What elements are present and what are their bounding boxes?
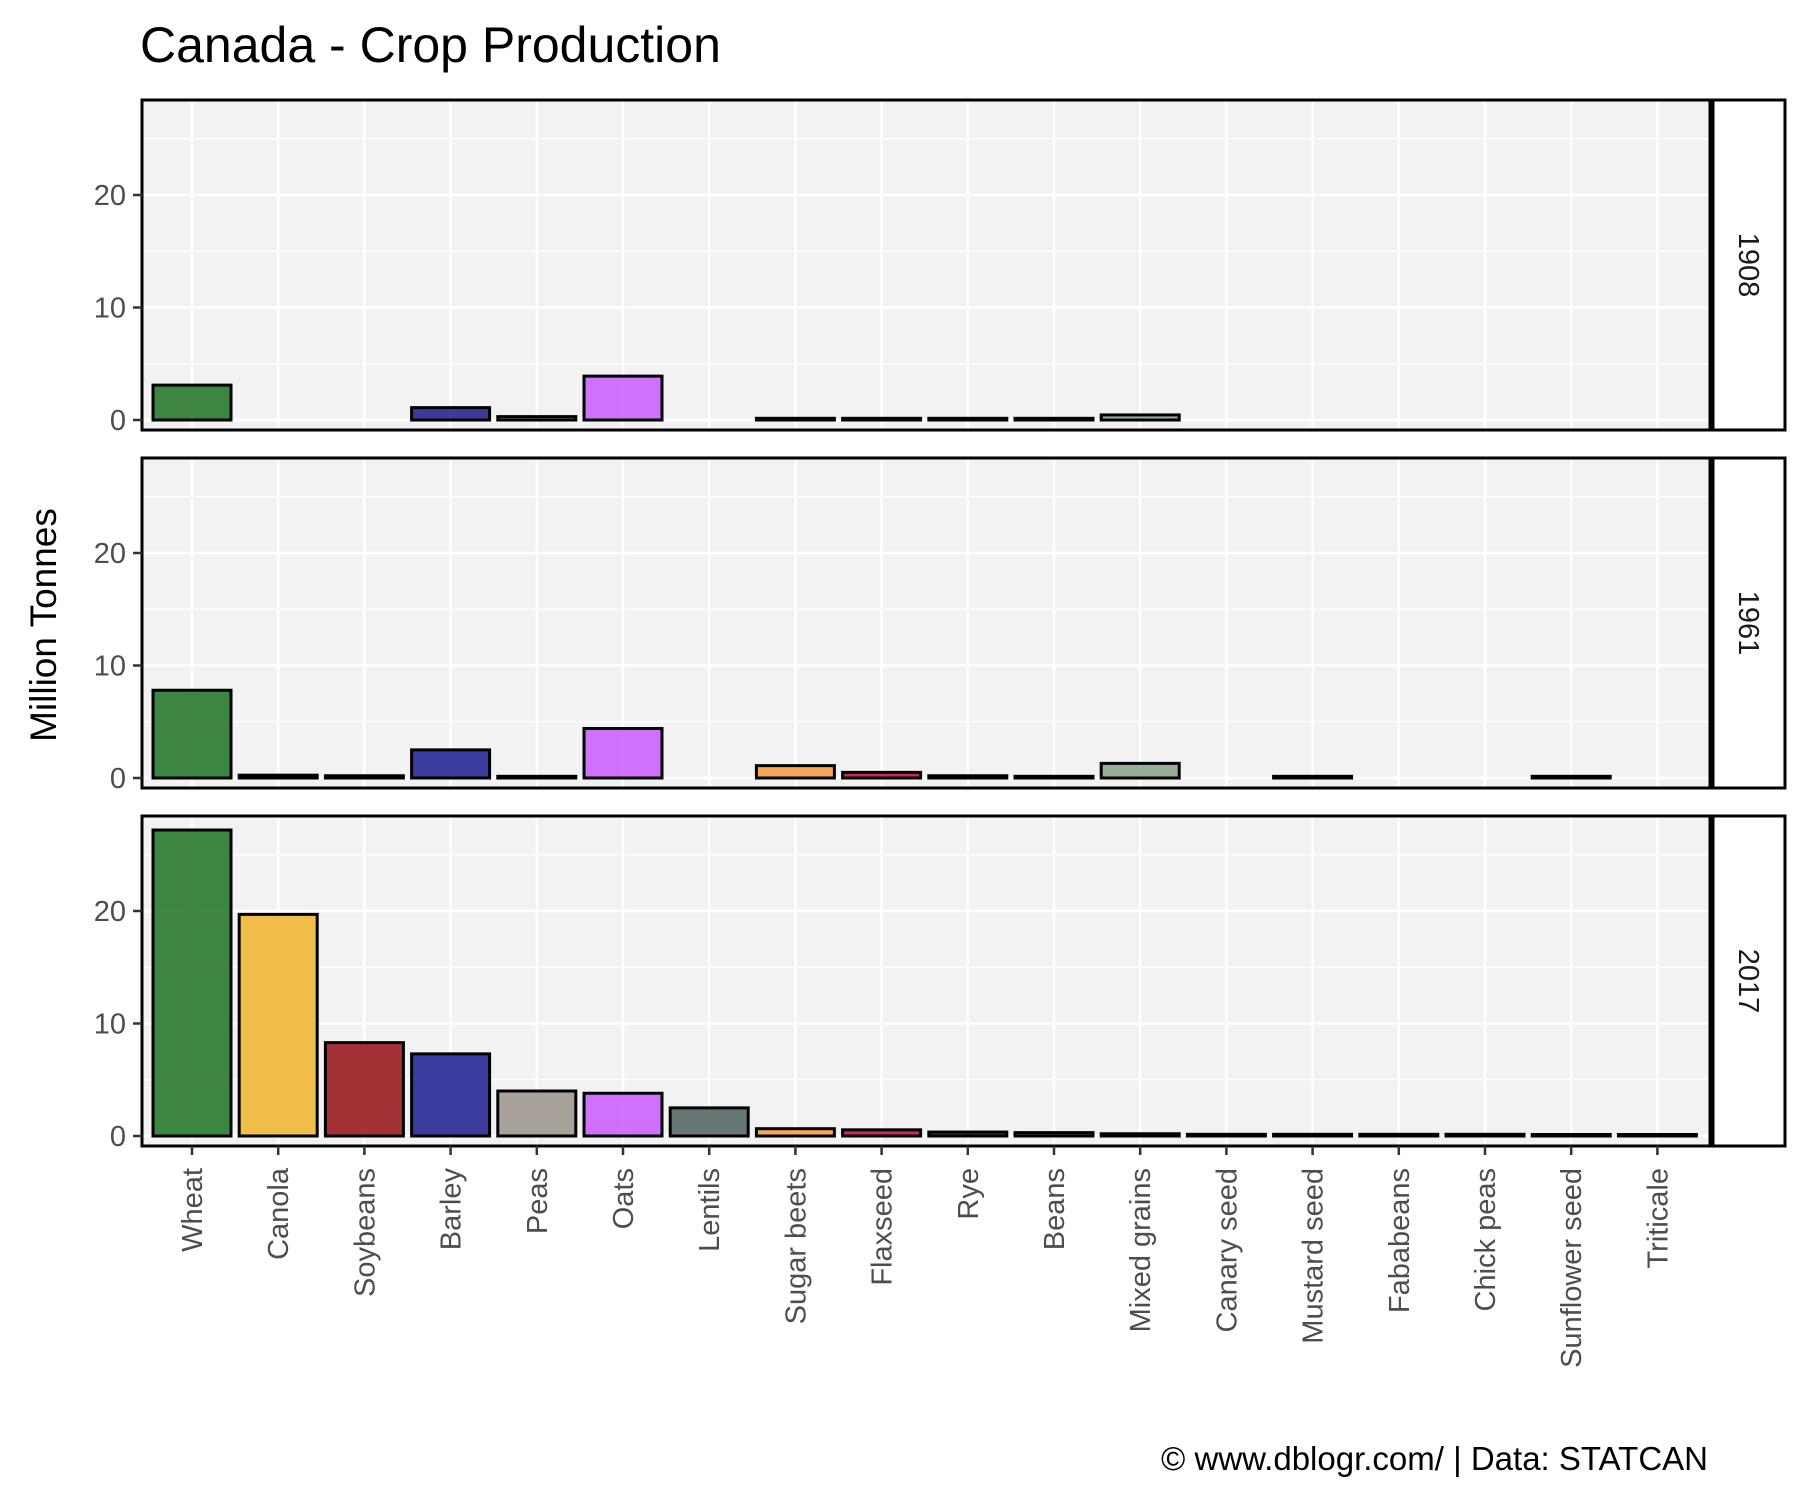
bar-rye-2017 <box>927 1130 1009 1138</box>
bar-mustard-seed-2017 <box>1272 1132 1354 1138</box>
bar-flaxseed-1908 <box>841 416 923 422</box>
bar-sugar-beets-1908 <box>754 416 836 422</box>
x-tick-label: Sugar beets <box>780 1168 812 1324</box>
bar-beans-2017 <box>1013 1131 1095 1138</box>
bar-wheat-1908 <box>151 383 233 422</box>
bar-sugar-beets-2017 <box>754 1127 836 1138</box>
panel-border <box>140 456 1712 790</box>
x-tick-label: Chick peas <box>1470 1168 1502 1311</box>
bar-wheat-1961 <box>151 688 233 780</box>
chart-caption: © www.dblogr.com/ | Data: STATCAN <box>1161 1440 1708 1477</box>
facet-strip <box>1711 98 1787 432</box>
panel-2017: 0 10 20 2017 <box>94 814 1787 1153</box>
bar-peas-1908 <box>496 415 578 422</box>
bar-beans-1908 <box>1013 416 1095 422</box>
bar-wheat-2017 <box>151 828 233 1138</box>
panel-1908: 0 10 20 1908 <box>94 98 1787 437</box>
facet-strip-label: 1908 <box>1732 233 1764 298</box>
x-tick-label: Fababeans <box>1384 1168 1416 1313</box>
panel-background <box>142 100 1710 430</box>
facet-panels: 0 10 20 1908 0 10 20 1961 0 10 20 2017 <box>94 98 1787 1153</box>
bar-flaxseed-1961 <box>841 770 923 780</box>
facet-strip <box>1711 814 1787 1148</box>
bar-chick-peas-2017 <box>1444 1132 1526 1138</box>
chart-title: Canada - Crop Production <box>140 17 721 73</box>
y-tick-label: 20 <box>94 180 126 212</box>
y-tick-label: 0 <box>110 405 126 437</box>
bar-rye-1908 <box>927 416 1009 422</box>
panel-background <box>142 458 1710 788</box>
x-tick-label: Canary seed <box>1211 1168 1243 1332</box>
facet-strip-label: 2017 <box>1732 949 1764 1014</box>
bar-barley-1908 <box>410 406 492 422</box>
bar-sunflower-seed-1961 <box>1530 774 1612 780</box>
bar-soybeans-1961 <box>323 774 405 780</box>
bar-peas-2017 <box>496 1089 578 1138</box>
y-axis-label: Million Tonnes <box>23 508 64 742</box>
bar-mustard-seed-1961 <box>1272 774 1354 780</box>
y-tick-label: 20 <box>94 538 126 570</box>
x-tick-label: Flaxseed <box>867 1168 899 1286</box>
y-tick-label: 10 <box>94 293 126 325</box>
x-tick-label: Wheat <box>177 1168 209 1252</box>
x-tick-label: Mustard seed <box>1298 1168 1330 1344</box>
bar-lentils-2017 <box>668 1106 750 1138</box>
y-tick-label: 0 <box>110 1121 126 1153</box>
bar-oats-2017 <box>582 1091 664 1138</box>
y-tick-label: 10 <box>94 1009 126 1041</box>
x-axis-ticks: Wheat Canola Soybeans Barley Peas Oats Lentils… <box>177 1146 1674 1368</box>
panel-1961: 0 10 20 1961 <box>94 456 1787 795</box>
x-tick-label: Soybeans <box>349 1168 381 1297</box>
x-tick-label: Peas <box>522 1168 554 1234</box>
bar-canola-2017 <box>237 912 319 1138</box>
x-tick-label: Canola <box>263 1167 295 1260</box>
bar-triticale-2017 <box>1616 1133 1698 1138</box>
bar-canola-1961 <box>237 773 319 780</box>
x-tick-label: Oats <box>608 1168 640 1229</box>
bar-mixed-grains-2017 <box>1099 1132 1181 1138</box>
bar-beans-1961 <box>1013 774 1095 780</box>
x-tick-label: Triticale <box>1642 1168 1674 1268</box>
bar-canary-seed-2017 <box>1185 1132 1267 1138</box>
bar-barley-1961 <box>410 748 492 780</box>
y-tick-label: 0 <box>110 763 126 795</box>
y-tick-label: 10 <box>94 651 126 683</box>
facet-strip-label: 1961 <box>1732 591 1764 656</box>
x-tick-label: Beans <box>1039 1168 1071 1250</box>
facet-strip <box>1711 456 1787 790</box>
x-tick-label: Rye <box>953 1168 985 1220</box>
panel-border <box>140 98 1712 432</box>
bar-sunflower-seed-2017 <box>1530 1133 1612 1138</box>
x-tick-label: Sunflower seed <box>1556 1168 1588 1368</box>
bar-flaxseed-2017 <box>841 1128 923 1138</box>
panel-border <box>140 814 1712 1148</box>
bar-peas-1961 <box>496 774 578 780</box>
bar-oats-1961 <box>582 727 664 780</box>
bar-sugar-beets-1961 <box>754 764 836 780</box>
y-tick-label: 20 <box>94 896 126 928</box>
bar-fababeans-2017 <box>1358 1132 1440 1138</box>
bar-barley-2017 <box>410 1052 492 1138</box>
x-tick-label: Barley <box>436 1168 468 1251</box>
bar-mixed-grains-1961 <box>1099 761 1181 780</box>
bar-soybeans-2017 <box>323 1041 405 1138</box>
bar-rye-1961 <box>927 774 1009 780</box>
bar-mixed-grains-1908 <box>1099 413 1181 422</box>
x-tick-label: Lentils <box>694 1168 726 1252</box>
bar-oats-1908 <box>582 374 664 422</box>
x-tick-label: Mixed grains <box>1125 1168 1157 1332</box>
